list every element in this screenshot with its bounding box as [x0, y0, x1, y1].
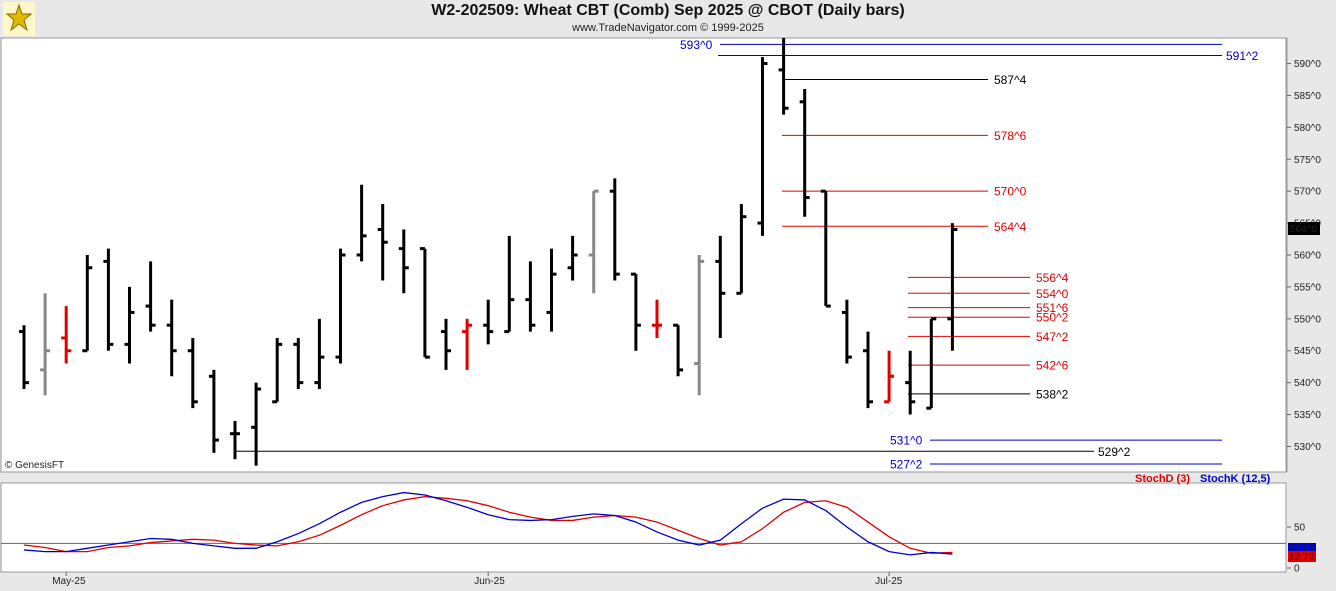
ohlc-bar — [905, 350, 916, 415]
ohlc-bar — [947, 223, 958, 351]
ohlc-bar — [377, 203, 388, 281]
ohlc-bar — [884, 350, 895, 404]
ohlc-bar — [166, 299, 177, 377]
ohlc-bar — [293, 337, 304, 390]
ohlc-bar — [567, 235, 578, 281]
price-tick-label: 550^0 — [1294, 314, 1321, 325]
price-tick-label: 535^0 — [1294, 410, 1321, 421]
ohlc-bar — [82, 255, 93, 353]
date-tick-label: May-25 — [52, 576, 86, 587]
ohlc-bar — [251, 382, 262, 466]
price-tick-label: 585^0 — [1294, 91, 1321, 102]
chart-header: W2-202509: Wheat CBT (Comb) Sep 2025 @ C… — [0, 0, 1336, 38]
stochk-last-value: 17.90 — [1289, 544, 1314, 555]
date-axis: May-25 Jun-25 Jul-25 — [52, 572, 903, 587]
ohlc-bar — [609, 178, 620, 281]
tradenavigator-logo — [3, 2, 35, 36]
date-tick-label: Jul-25 — [875, 576, 903, 587]
ohlc-bar — [61, 306, 72, 364]
price-tick-label: 580^0 — [1294, 123, 1321, 134]
ohlc-bar — [356, 184, 367, 262]
ohlc-bar — [462, 318, 473, 370]
ohlc-bar — [673, 323, 684, 377]
level-label: 551^6 — [1036, 301, 1069, 315]
stochk-legend: StochK (12,5) — [1200, 473, 1271, 485]
stochd-legend: StochD (3) — [1135, 473, 1190, 485]
ohlc-bar — [208, 369, 219, 453]
price-bars — [19, 38, 958, 466]
chart-title: W2-202509: Wheat CBT (Comb) Sep 2025 @ C… — [431, 2, 905, 19]
level-label: 542^6 — [1036, 359, 1069, 373]
price-tick-label: 570^0 — [1294, 187, 1321, 198]
ohlc-bar — [187, 337, 198, 409]
ohlc-bar — [630, 272, 641, 351]
ohlc-bar — [19, 325, 29, 390]
ohlc-bar — [546, 248, 557, 332]
stochd-last-value: 12.70 — [1289, 552, 1314, 563]
watermark: © GenesisFT — [5, 460, 64, 471]
price-tick-label: 555^0 — [1294, 282, 1321, 293]
level-label: 578^6 — [994, 129, 1027, 143]
stochastic-panel — [0, 482, 1287, 573]
price-tick-label: 540^0 — [1294, 378, 1321, 389]
price-levels: 593^0 591^2 587^4 578^6 570^0 564^4 556^4 554^0… — [235, 38, 1259, 472]
ohlc-bar — [736, 203, 747, 295]
ohlc-bar — [103, 248, 114, 351]
chart-subtitle: www.TradeNavigator.com © 1999-2025 — [572, 22, 764, 34]
ohlc-bar — [314, 318, 325, 390]
level-label: 570^0 — [994, 185, 1027, 199]
ohlc-bar — [145, 261, 156, 332]
price-tick-label: 545^0 — [1294, 346, 1321, 357]
stochastic-indicator: 0 50 — [1, 491, 1306, 575]
last-price-box: 564^0 — [1288, 222, 1320, 235]
ohlc-bar — [504, 235, 515, 334]
level-label: 529^2 — [1098, 445, 1131, 459]
ohlc-bar — [820, 189, 831, 308]
ohlc-bar — [230, 420, 240, 460]
ohlc-bar — [799, 89, 810, 217]
ohlc-bar — [841, 299, 852, 364]
price-tick-label: 530^0 — [1294, 442, 1321, 453]
ohlc-bar — [652, 299, 662, 338]
ohlc-bar — [441, 318, 451, 370]
ohlc-bar — [926, 317, 937, 410]
level-label: 531^0 — [890, 434, 923, 448]
ohlc-bar — [588, 189, 599, 294]
ohlc-bar — [863, 331, 873, 409]
ohlc-bar — [419, 247, 430, 359]
level-label: 556^4 — [1036, 271, 1069, 285]
ohlc-bar — [483, 299, 494, 345]
ohlc-bar — [398, 229, 409, 294]
price-tick-label: 590^0 — [1294, 59, 1321, 70]
level-label: 591^2 — [1226, 49, 1259, 63]
level-label: 593^0 — [680, 38, 713, 52]
ohlc-bar — [757, 57, 768, 236]
level-label: 550^2 — [1036, 311, 1069, 325]
price-axis: 530^0535^0540^0545^0550^0555^0560^0565^0… — [1287, 59, 1321, 453]
ohlc-bar — [694, 255, 705, 396]
ohlc-bar — [525, 261, 536, 332]
price-tick-label: 560^0 — [1294, 251, 1321, 262]
stoch-tick-label: 50 — [1294, 523, 1306, 534]
level-label: 587^4 — [994, 73, 1027, 87]
level-label: 547^2 — [1036, 330, 1069, 344]
price-tick-label: 575^0 — [1294, 155, 1321, 166]
stoch-tick-label: 0 — [1294, 564, 1300, 575]
ohlc-bar — [715, 235, 726, 338]
ohlc-bar — [778, 38, 789, 115]
level-label: 554^0 — [1036, 287, 1069, 301]
date-tick-label: Jun-25 — [474, 576, 505, 587]
ohlc-bar — [124, 286, 135, 364]
level-label: 538^2 — [1036, 387, 1069, 401]
ohlc-bar — [40, 293, 51, 396]
stoch-last-values: 17.90 12.70 — [1288, 543, 1316, 563]
level-label: 564^4 — [994, 220, 1027, 234]
ohlc-bar — [335, 248, 346, 364]
level-label: 527^2 — [890, 458, 923, 472]
last-price-label: 564^0 — [1290, 224, 1317, 235]
ohlc-bar — [272, 337, 283, 404]
stoch-line-blue — [23, 491, 953, 556]
